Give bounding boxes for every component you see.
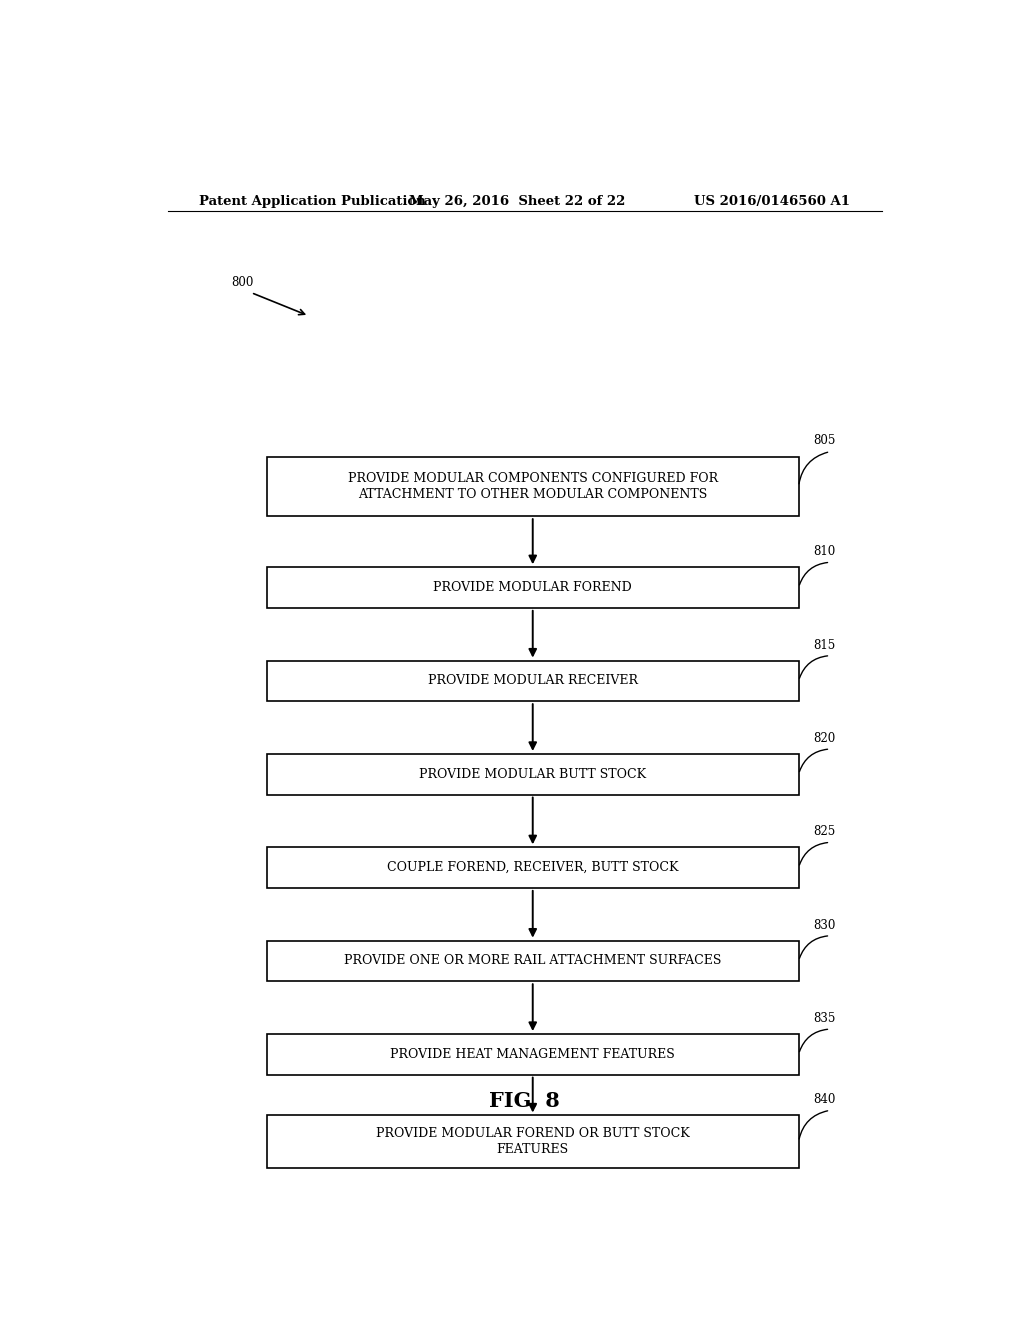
Text: 830: 830 [813, 919, 836, 932]
Bar [267, 1115, 799, 1168]
Text: 835: 835 [813, 1012, 836, 1026]
Bar [267, 457, 799, 516]
Bar [267, 660, 799, 701]
Bar [267, 847, 799, 888]
Text: FIG. 8: FIG. 8 [489, 1090, 560, 1110]
Text: May 26, 2016  Sheet 22 of 22: May 26, 2016 Sheet 22 of 22 [409, 194, 625, 207]
Text: 800: 800 [231, 276, 254, 289]
Text: PROVIDE MODULAR COMPONENTS CONFIGURED FOR
ATTACHMENT TO OTHER MODULAR COMPONENTS: PROVIDE MODULAR COMPONENTS CONFIGURED FO… [348, 473, 718, 502]
Text: 825: 825 [813, 825, 836, 838]
Text: PROVIDE MODULAR BUTT STOCK: PROVIDE MODULAR BUTT STOCK [419, 768, 646, 780]
Text: 840: 840 [813, 1093, 836, 1106]
Text: 810: 810 [813, 545, 836, 558]
Text: US 2016/0146560 A1: US 2016/0146560 A1 [694, 194, 850, 207]
Text: Patent Application Publication: Patent Application Publication [200, 194, 426, 207]
Text: PROVIDE HEAT MANAGEMENT FEATURES: PROVIDE HEAT MANAGEMENT FEATURES [390, 1048, 675, 1061]
Text: PROVIDE MODULAR FOREND OR BUTT STOCK
FEATURES: PROVIDE MODULAR FOREND OR BUTT STOCK FEA… [376, 1127, 689, 1156]
Text: PROVIDE MODULAR FOREND: PROVIDE MODULAR FOREND [433, 581, 632, 594]
Text: 815: 815 [813, 639, 836, 652]
Bar [267, 1034, 799, 1074]
Bar [267, 754, 799, 795]
Bar [267, 941, 799, 981]
Text: COUPLE FOREND, RECEIVER, BUTT STOCK: COUPLE FOREND, RECEIVER, BUTT STOCK [387, 861, 679, 874]
Bar [267, 568, 799, 609]
Text: PROVIDE MODULAR RECEIVER: PROVIDE MODULAR RECEIVER [428, 675, 638, 688]
Text: 805: 805 [813, 434, 836, 447]
Text: 820: 820 [813, 731, 836, 744]
Text: PROVIDE ONE OR MORE RAIL ATTACHMENT SURFACES: PROVIDE ONE OR MORE RAIL ATTACHMENT SURF… [344, 954, 722, 968]
